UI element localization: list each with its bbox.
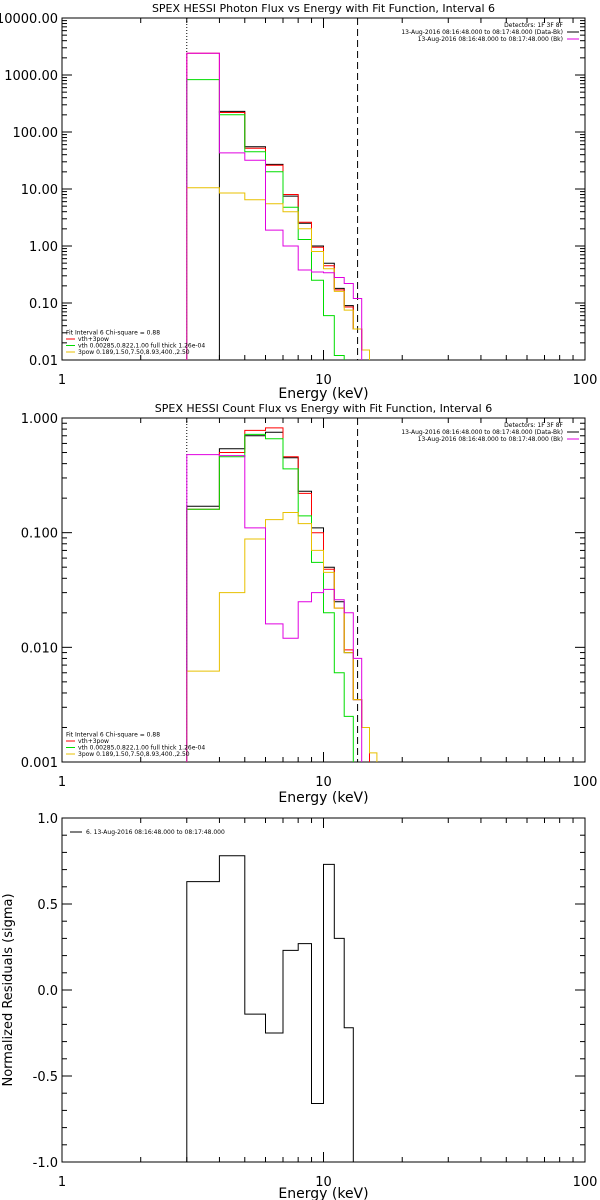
- legend-entry-text: 13-Aug-2016 08:16:48.000 to 08:17:48.000…: [401, 429, 563, 436]
- legend-entry-text: 13-Aug-2016 08:16:48.000 to 08:17:48.000…: [418, 36, 563, 43]
- y-tick-label: 0.010: [21, 641, 58, 656]
- y-tick-label: 1.000: [21, 412, 58, 427]
- x-axis-label: Energy (keV): [278, 790, 368, 806]
- legend-entry-text: 3pow 0.189,1.50,7.50,8.93,400.,2.50: [78, 349, 190, 356]
- series-step-line-1: [186, 427, 370, 762]
- series-step-line-4: [186, 52, 363, 360]
- x-tick-label: 10: [315, 373, 332, 388]
- count-flux-panel: SPEX HESSI Count Flux vs Energy with Fit…: [21, 402, 598, 806]
- x-tick-label: 10: [315, 1175, 332, 1190]
- series-step-line-1: [186, 52, 370, 360]
- series-step-line-3: [186, 512, 378, 762]
- photon-flux-panel: SPEX HESSI Photon Flux vs Energy with Fi…: [0, 2, 597, 402]
- x-tick-label: 1: [58, 775, 66, 790]
- y-tick-label: 0.100: [21, 527, 58, 542]
- legend-entry-text: Detectors: 1F 3F 8F: [504, 422, 563, 429]
- legend-entry-text: 3pow 0.189,1.50,7.50,8.93,400.,2.50: [78, 751, 190, 758]
- y-tick-label: 0.10: [29, 297, 58, 312]
- x-axis-label: Energy (keV): [278, 386, 368, 402]
- y-tick-label: -1.0: [33, 1156, 58, 1171]
- y-tick-label: 10.00: [21, 183, 58, 198]
- x-tick-label: 10: [315, 775, 332, 790]
- legend-entry-text: vth 0.00285,0.822,1.00 full thick 1.26e-…: [78, 745, 205, 752]
- legend-entry-text: 6. 13-Aug-2016 08:16:48.000 to 08:17:48.…: [86, 829, 225, 836]
- series-step-line-2: [186, 79, 345, 360]
- series-step-line-4: [186, 454, 363, 762]
- y-tick-label: -0.5: [33, 1070, 58, 1085]
- y-tick-label: 1.00: [29, 240, 58, 255]
- y-tick-label: 0.0: [37, 984, 58, 999]
- series-step-line-0: [218, 110, 370, 360]
- x-tick-label: 1: [58, 1175, 66, 1190]
- chart-title: SPEX HESSI Count Flux vs Energy with Fit…: [155, 402, 492, 415]
- legend-entry-text: Fit Interval 6 Chi-square = 0.88: [66, 732, 160, 739]
- series-step-line-0: [186, 855, 354, 1162]
- chart-title: SPEX HESSI Photon Flux vs Energy with Fi…: [152, 2, 495, 15]
- series-step-line-0: [186, 431, 370, 762]
- x-tick-label: 1: [58, 373, 66, 388]
- x-axis-label: Energy (keV): [278, 1186, 368, 1200]
- legend-entry-text: Fit Interval 6 Chi-square = 0.88: [66, 330, 160, 337]
- y-tick-label: 100.00: [13, 126, 59, 141]
- legend-entry-text: vth+3pow: [78, 738, 109, 745]
- y-tick-label: 0.001: [21, 756, 58, 771]
- x-tick-label: 100: [573, 1175, 598, 1190]
- y-tick-label: 10000.00: [0, 12, 58, 27]
- residuals-panel: 1 10 100 1.0 0.5 0.0 -0.5 -1.0 Energy (keV) Norma…: [1, 812, 597, 1200]
- series-step-line-3: [186, 187, 370, 360]
- legend-entry-text: 13-Aug-2016 08:16:48.000 to 08:17:48.000…: [401, 29, 563, 36]
- legend-entry-text: 13-Aug-2016 08:16:48.000 to 08:17:48.000…: [418, 436, 563, 443]
- y-tick-label: 0.5: [37, 898, 58, 913]
- series-step-line-2: [186, 433, 354, 762]
- y-tick-label: 1.0: [37, 812, 58, 827]
- x-tick-label: 100: [573, 373, 598, 388]
- y-tick-label: 0.01: [29, 354, 58, 369]
- y-tick-label: 1000.00: [4, 69, 58, 84]
- legend-entry-text: vth 0.00285,0.822,1.00 full thick 1.26e-…: [78, 343, 205, 350]
- x-tick-label: 100: [573, 775, 598, 790]
- legend-entry-text: vth+3pow: [78, 336, 109, 343]
- legend-entry-text: Detectors: 1F 3F 8F: [504, 22, 563, 29]
- y-axis-label: Normalized Residuals (sigma): [1, 893, 16, 1086]
